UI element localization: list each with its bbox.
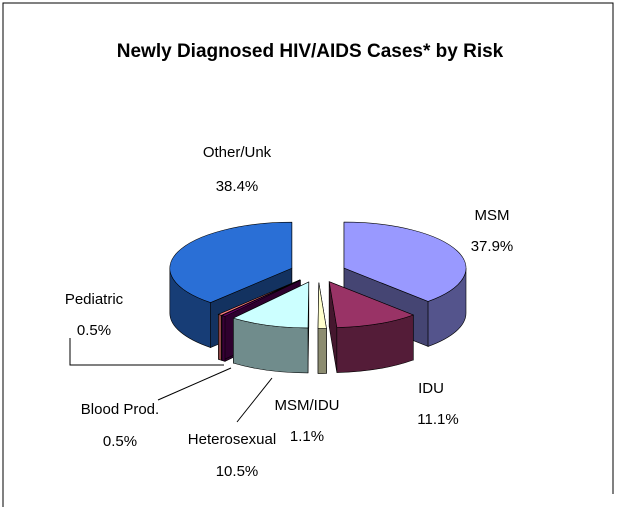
slice-label: MSM/IDU (275, 397, 340, 414)
slice-label: Blood Prod. (81, 401, 159, 418)
slice-top (317, 282, 327, 329)
slice-value-label: 0.5% (77, 322, 111, 339)
leader-line (69, 338, 224, 366)
pie (169, 221, 467, 374)
slice-value-label: 10.5% (216, 463, 259, 480)
slice-top (343, 221, 467, 302)
chart-title: Newly Diagnosed HIV/AIDS Cases* by Risk (117, 41, 504, 62)
slice-value-label: 0.5% (103, 433, 137, 450)
slice-value-label: 37.9% (471, 238, 514, 255)
slice-label: Other/Unk (203, 144, 272, 161)
slice-top (328, 281, 415, 328)
slice (328, 281, 415, 373)
slice-top (217, 279, 300, 316)
slice-top (232, 281, 310, 329)
labels: MSM 37.9% IDU 11.1% MSM/IDU 1.1% Heterosexual 1… (65, 144, 513, 480)
slice-wall (317, 328, 327, 374)
slice-wall (221, 315, 226, 362)
slice-value-label: 11.1% (417, 411, 458, 428)
slice-label: IDU (418, 380, 444, 397)
slice-wall (218, 313, 222, 361)
slice-label: MSM (475, 207, 510, 224)
slice-value-label: 38.4% (216, 178, 259, 195)
slice-label: Heterosexual (188, 431, 276, 448)
slice (317, 282, 327, 374)
slice-top (169, 221, 293, 303)
leader-line (236, 377, 273, 423)
slice (232, 281, 310, 374)
slice-top (221, 279, 301, 317)
slice-value-label: 1.1% (290, 428, 324, 445)
slice-label: Pediatric (65, 291, 124, 308)
leader-line (157, 367, 232, 401)
